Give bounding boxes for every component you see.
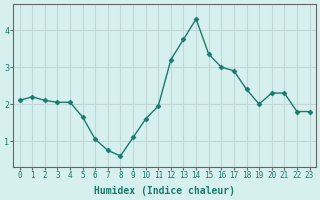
X-axis label: Humidex (Indice chaleur): Humidex (Indice chaleur) [94,186,235,196]
